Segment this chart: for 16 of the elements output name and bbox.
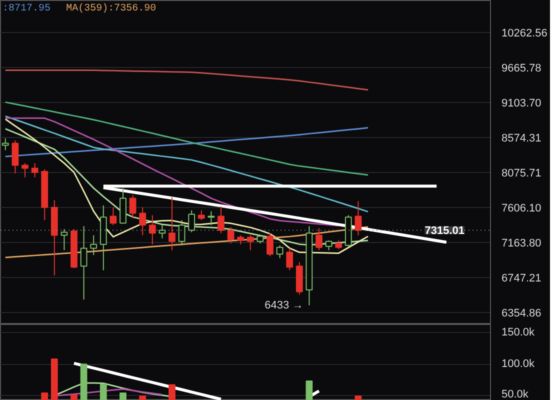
y-tick-label: 6354.86 bbox=[502, 307, 542, 320]
y-tick-label: 50.0k bbox=[502, 388, 529, 400]
y-tick-label: 7163.80 bbox=[502, 237, 542, 250]
y-tick-label: 8075.71 bbox=[502, 167, 542, 180]
annotation: 6433 → bbox=[264, 299, 304, 312]
text: MA(359):7356.90 bbox=[66, 2, 156, 14]
text: :8717.95 bbox=[2, 4, 51, 14]
y-tick-label: 9665.78 bbox=[502, 62, 542, 74]
y-tick-label: 8574.31 bbox=[502, 132, 542, 144]
y-tick-label: 6747.21 bbox=[502, 272, 542, 284]
y-tick-label: 150.0k bbox=[502, 326, 536, 339]
y-tick-label: 7606.10 bbox=[502, 202, 542, 214]
y-tick-label: 9103.70 bbox=[502, 97, 542, 110]
y-tick-label: 100.0k bbox=[502, 358, 536, 370]
ref-line-label: 7315.01 bbox=[424, 225, 465, 238]
y-tick-label: 10262.56 bbox=[502, 27, 548, 40]
